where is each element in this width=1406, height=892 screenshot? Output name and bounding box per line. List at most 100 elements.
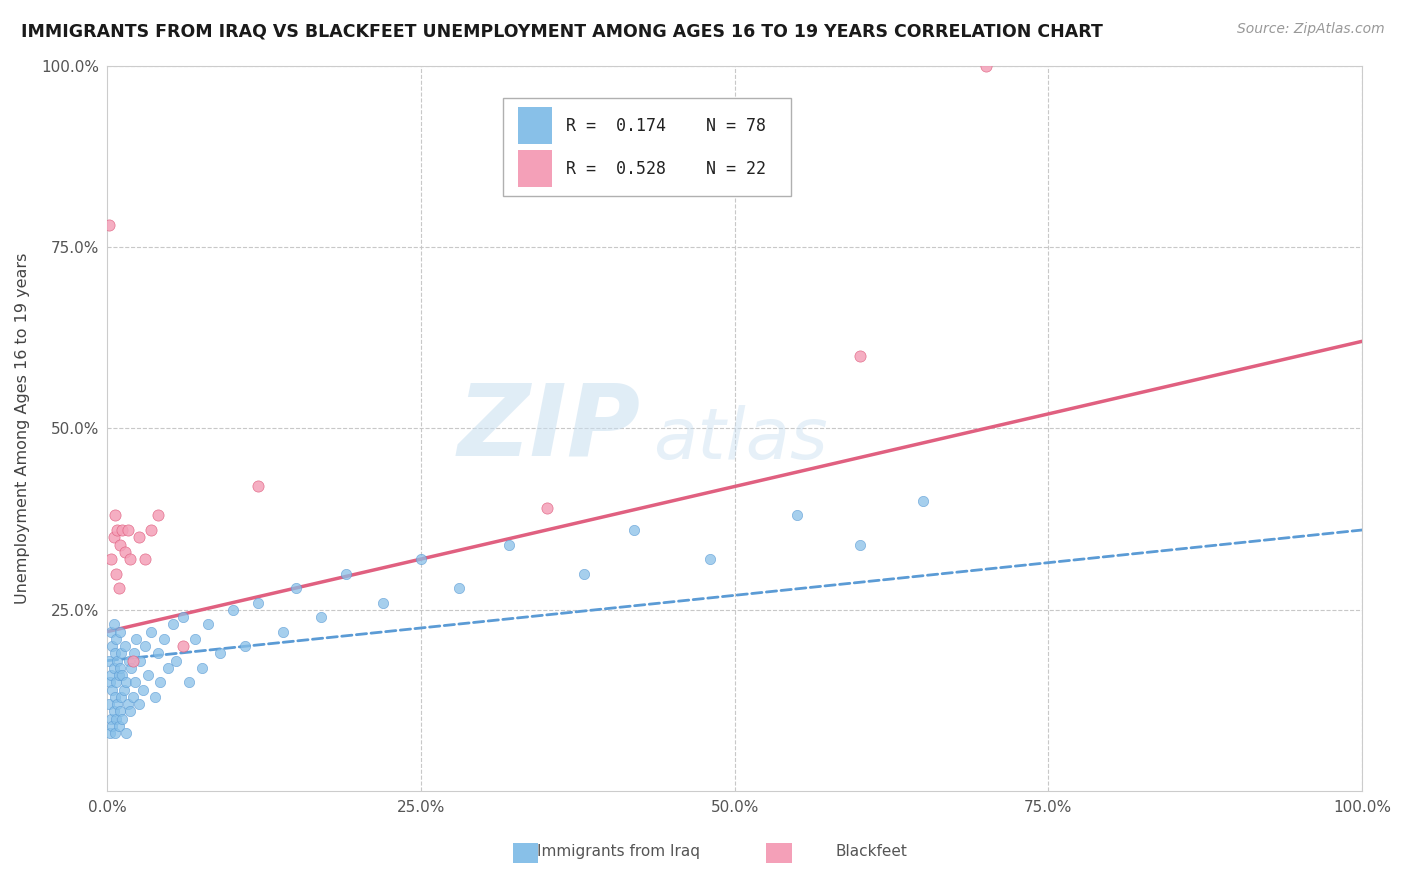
Point xyxy=(222,603,245,617)
Point xyxy=(190,661,212,675)
Point xyxy=(114,545,136,559)
Point xyxy=(103,530,125,544)
Point xyxy=(786,508,808,523)
Point xyxy=(209,646,232,660)
Point xyxy=(699,552,721,566)
Point xyxy=(143,690,166,704)
Point xyxy=(271,624,294,639)
Point xyxy=(107,719,129,733)
Point xyxy=(141,523,163,537)
Point xyxy=(146,508,169,523)
Point xyxy=(98,726,121,740)
Point xyxy=(849,349,872,363)
Point xyxy=(128,530,150,544)
Point xyxy=(197,617,219,632)
Point xyxy=(120,661,142,675)
Bar xyxy=(517,150,553,187)
Point xyxy=(162,617,184,632)
Point xyxy=(156,661,179,675)
Point xyxy=(104,646,127,660)
Point xyxy=(104,726,127,740)
Point xyxy=(97,654,120,668)
Point xyxy=(115,675,138,690)
Point xyxy=(129,654,152,668)
Point xyxy=(134,639,156,653)
Point xyxy=(172,639,194,653)
Point xyxy=(165,654,187,668)
Point xyxy=(121,690,143,704)
Point xyxy=(118,705,141,719)
Text: IMMIGRANTS FROM IRAQ VS BLACKFEET UNEMPLOYMENT AMONG AGES 16 TO 19 YEARS CORRELA: IMMIGRANTS FROM IRAQ VS BLACKFEET UNEMPL… xyxy=(21,22,1102,40)
Point xyxy=(115,726,138,740)
Point xyxy=(246,479,269,493)
Point xyxy=(335,566,357,581)
Point xyxy=(107,654,129,668)
Point xyxy=(100,552,122,566)
Point xyxy=(108,661,131,675)
Point xyxy=(103,617,125,632)
Point xyxy=(108,705,131,719)
Point xyxy=(177,675,200,690)
Point xyxy=(623,523,645,537)
Point xyxy=(118,654,141,668)
Point xyxy=(373,596,395,610)
Point xyxy=(105,675,128,690)
Point xyxy=(100,624,122,639)
Point xyxy=(101,639,124,653)
Point xyxy=(98,675,121,690)
Bar xyxy=(517,107,553,145)
Point xyxy=(136,668,159,682)
Point xyxy=(97,697,120,711)
Point xyxy=(101,719,124,733)
Point xyxy=(114,639,136,653)
Y-axis label: Unemployment Among Ages 16 to 19 years: Unemployment Among Ages 16 to 19 years xyxy=(15,252,30,604)
Point xyxy=(100,712,122,726)
Point xyxy=(117,523,139,537)
Point xyxy=(110,646,132,660)
Point xyxy=(107,581,129,595)
Point xyxy=(447,581,470,595)
FancyBboxPatch shape xyxy=(502,98,792,196)
Point xyxy=(118,552,141,566)
Point xyxy=(498,537,520,551)
Point xyxy=(111,523,134,537)
Point xyxy=(284,581,307,595)
Point xyxy=(172,610,194,624)
Text: Source: ZipAtlas.com: Source: ZipAtlas.com xyxy=(1237,22,1385,37)
Point xyxy=(111,712,134,726)
Point xyxy=(97,219,120,233)
Point xyxy=(536,501,558,516)
Point xyxy=(103,661,125,675)
Point xyxy=(246,596,269,610)
Point xyxy=(122,646,145,660)
Point xyxy=(974,59,997,73)
Point xyxy=(146,646,169,660)
Point xyxy=(131,682,153,697)
Point xyxy=(103,705,125,719)
Point xyxy=(105,632,128,646)
Point xyxy=(911,494,934,508)
Point xyxy=(117,697,139,711)
Point xyxy=(572,566,595,581)
Point xyxy=(101,682,124,697)
Point xyxy=(112,682,135,697)
Point xyxy=(107,668,129,682)
Text: R =  0.528    N = 22: R = 0.528 N = 22 xyxy=(567,160,766,178)
Text: R =  0.174    N = 78: R = 0.174 N = 78 xyxy=(567,117,766,135)
Point xyxy=(141,624,163,639)
Point xyxy=(184,632,207,646)
Point xyxy=(107,697,129,711)
Point xyxy=(100,668,122,682)
Point xyxy=(121,654,143,668)
Point xyxy=(409,552,432,566)
Text: Immigrants from Iraq: Immigrants from Iraq xyxy=(537,845,700,859)
Text: ZIP: ZIP xyxy=(457,380,641,477)
Point xyxy=(849,537,872,551)
Point xyxy=(125,632,148,646)
Point xyxy=(108,624,131,639)
Point xyxy=(105,712,128,726)
Point xyxy=(105,566,128,581)
Point xyxy=(309,610,332,624)
Point xyxy=(111,668,134,682)
Point xyxy=(110,690,132,704)
